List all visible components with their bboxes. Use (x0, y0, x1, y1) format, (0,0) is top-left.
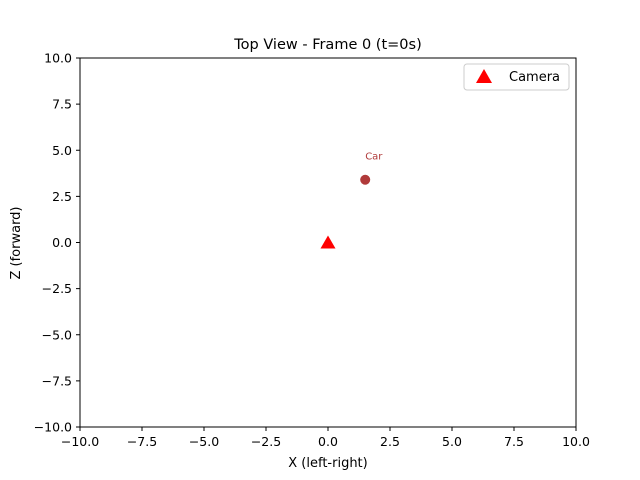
legend-box (463, 63, 570, 91)
chart-title: Top View - Frame 0 (t=0s) (233, 37, 422, 53)
car-point (360, 174, 371, 185)
y-axis-label: Z (forward) (9, 206, 24, 279)
x-tick-label: 0.0 (318, 434, 338, 449)
y-tick-label: −5.0 (42, 327, 72, 342)
legend: Camera (463, 63, 570, 91)
x-tick-label: 10.0 (562, 434, 590, 449)
x-tick-label: −5.0 (189, 434, 219, 449)
y-tick-label: −10.0 (34, 420, 72, 435)
legend-camera-label: Camera (509, 70, 560, 85)
legend-camera-marker (476, 69, 492, 83)
y-tick-label: −7.5 (42, 373, 72, 388)
x-tick-label: 7.5 (504, 434, 524, 449)
x-tick-label: 2.5 (380, 434, 400, 449)
camera-point (320, 235, 336, 249)
y-tick-label: 10.0 (44, 51, 72, 66)
x-tick-label: −2.5 (251, 434, 281, 449)
y-tick-label: −2.5 (42, 281, 72, 296)
car-annotation: Car (365, 151, 383, 162)
x-axis-label: X (left-right) (288, 456, 367, 471)
y-tick-label: 7.5 (52, 97, 72, 112)
plot-area: −10.0 −7.5 −5.0 −2.5 0.0 2.5 5.0 7.5 10.0 −10.0 −7… (34, 51, 590, 450)
y-tick-label: 5.0 (52, 143, 72, 158)
x-tick-label: −7.5 (127, 434, 157, 449)
y-tick-label: 2.5 (52, 189, 72, 204)
x-tick-label: 5.0 (442, 434, 462, 449)
x-tick-label: −10.0 (61, 434, 99, 449)
y-tick-label: 0.0 (52, 235, 72, 250)
